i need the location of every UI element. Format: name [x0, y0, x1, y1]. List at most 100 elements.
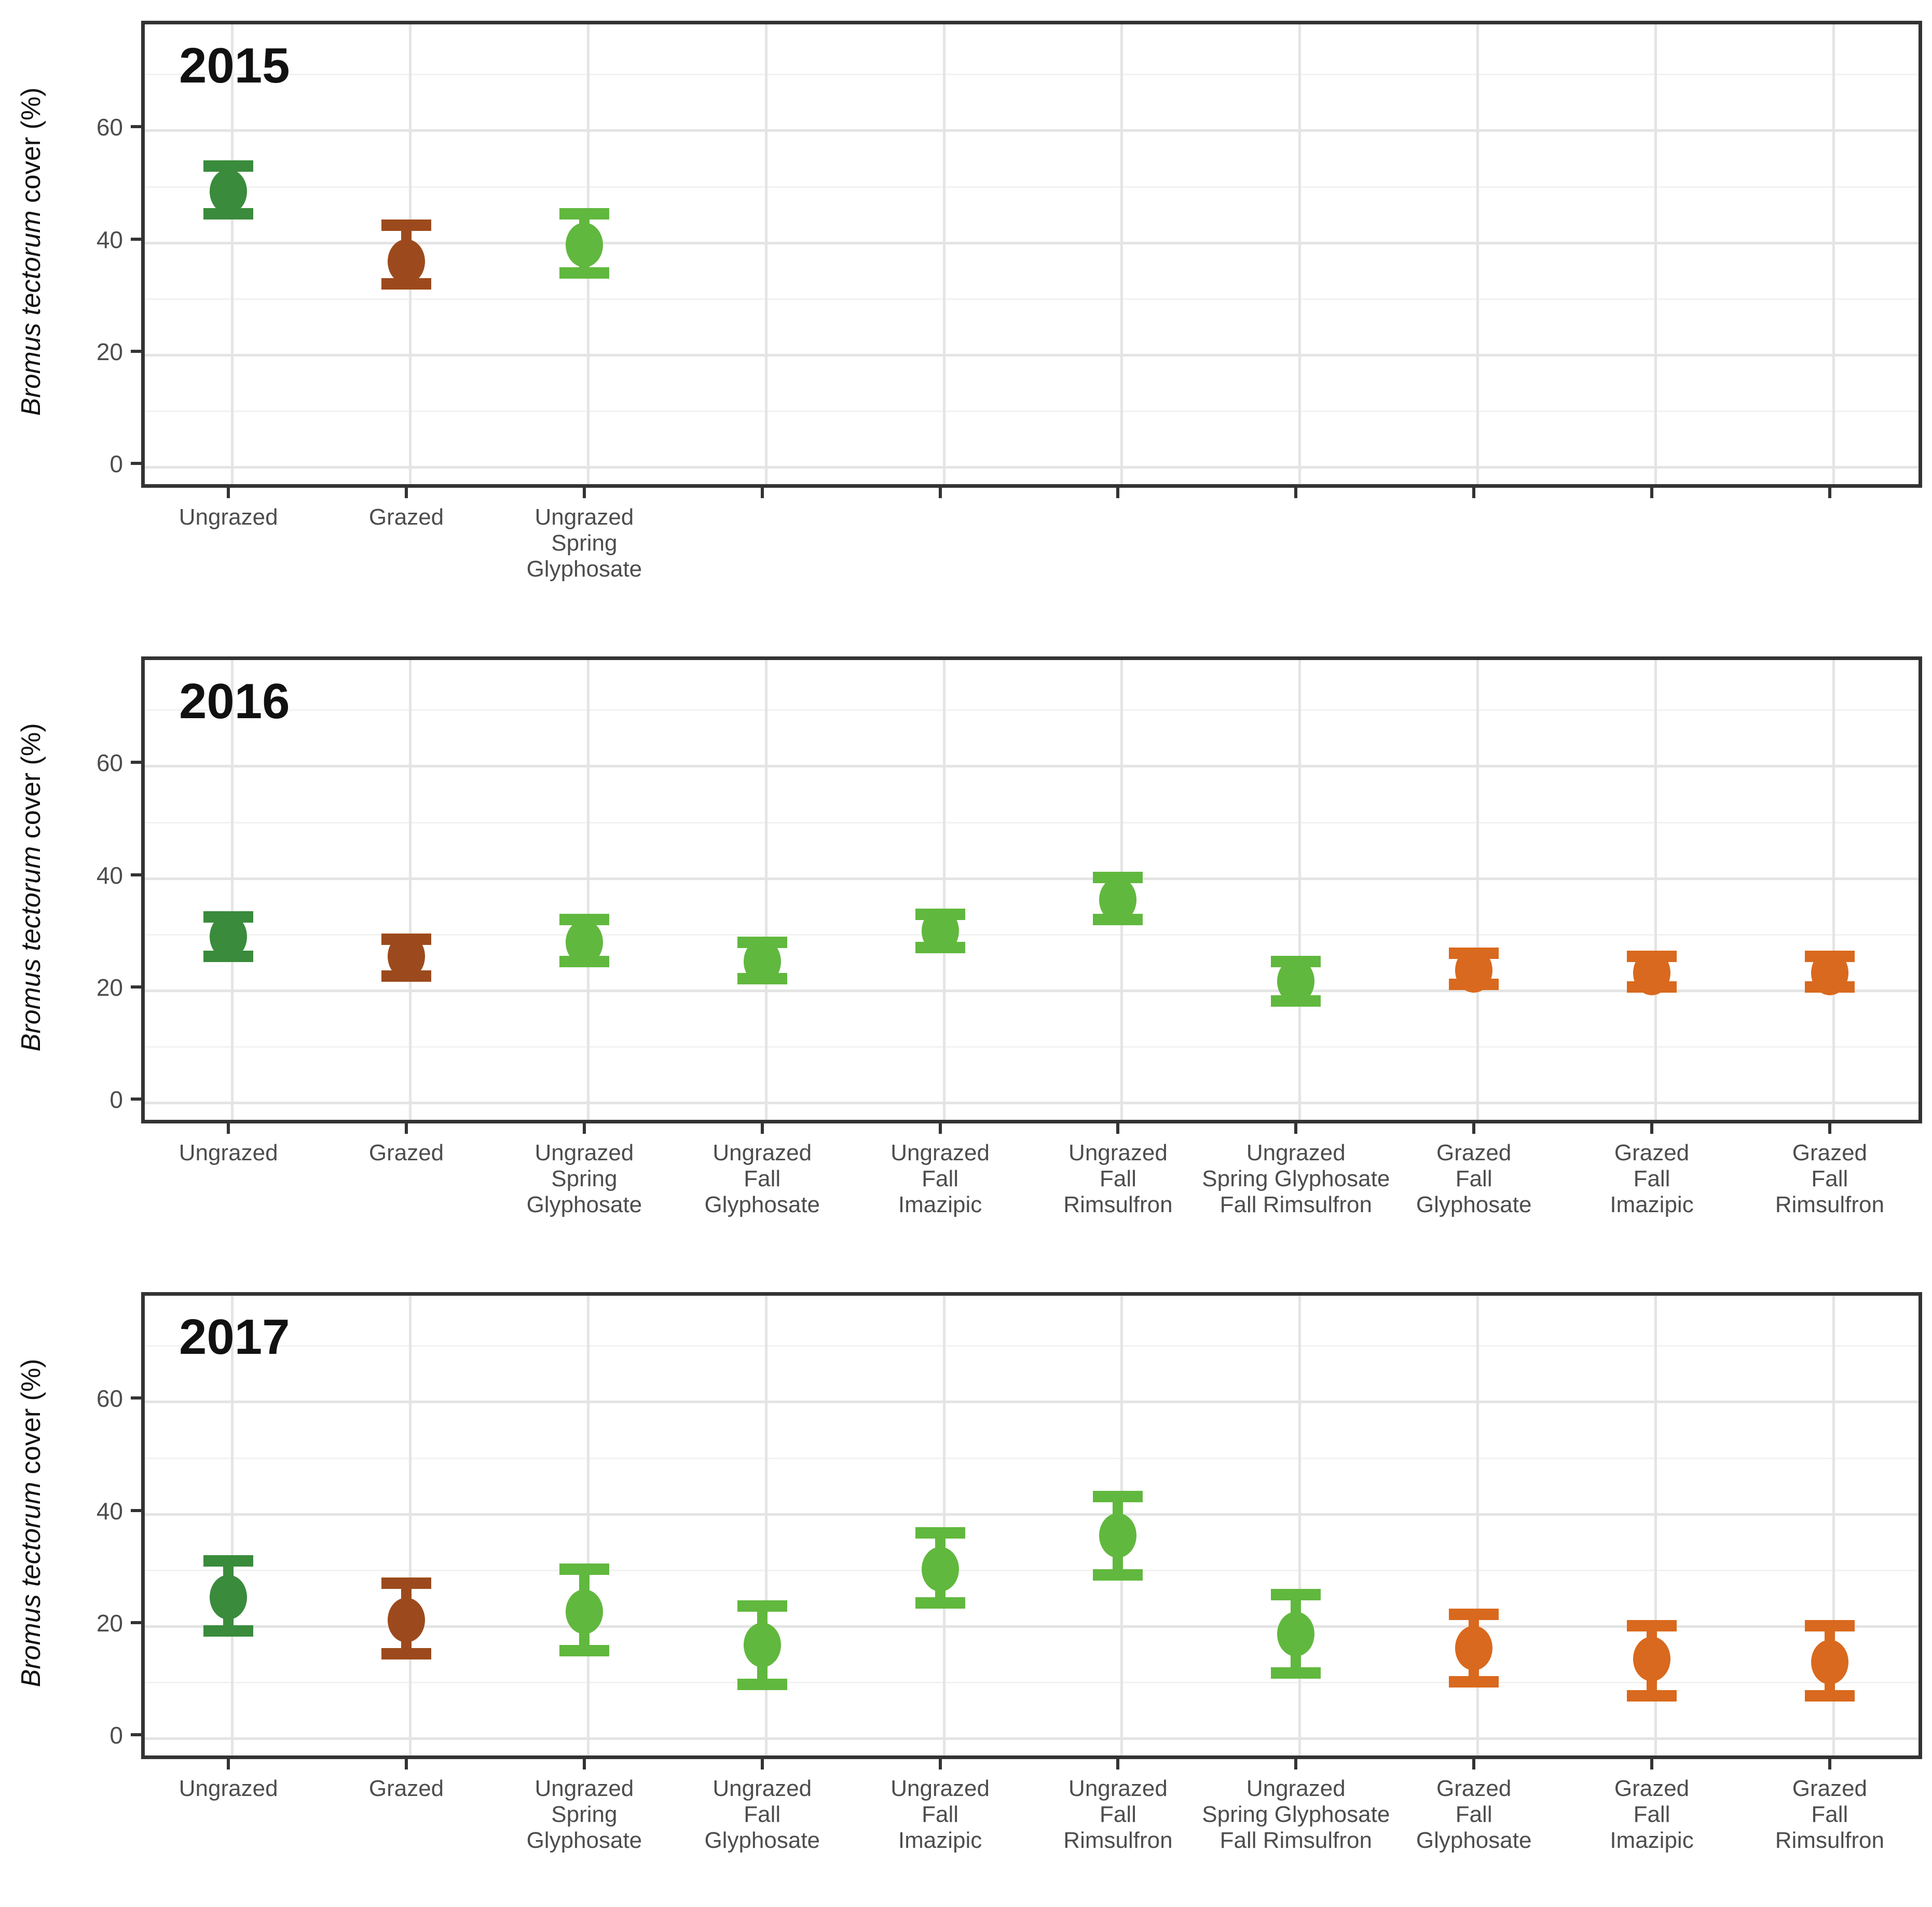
gridline-major-y60 — [145, 765, 1919, 768]
y-tick-label: 40 — [96, 226, 123, 253]
x-axis-tick — [405, 1759, 408, 1769]
gridline-major-y40 — [145, 241, 1919, 244]
x-tick-label: Grazed Fall Glyphosate — [1416, 1776, 1532, 1854]
y-axis-title: Bromus tectorum cover (%) — [16, 1315, 47, 1731]
x-tick-label: Ungrazed Fall Imazipic — [890, 1140, 990, 1218]
gridline-major-y60 — [145, 1401, 1919, 1404]
gridline-minor-y10 — [145, 1046, 1919, 1048]
point-estimate — [1811, 951, 1848, 996]
error-bar-cap-bottom — [1271, 1667, 1321, 1679]
error-bar-cap-bottom — [1627, 1690, 1677, 1702]
x-axis-tick — [1116, 1123, 1120, 1134]
x-axis-tick — [1650, 488, 1654, 498]
y-axis-title-rest: cover (%) — [16, 723, 46, 846]
gridline-x5 — [942, 24, 946, 484]
y-axis-tick — [131, 873, 141, 876]
error-bar-cap-top — [559, 1563, 609, 1575]
y-tick-label: 0 — [109, 1086, 123, 1114]
point-estimate — [210, 914, 248, 959]
y-axis-tick — [131, 462, 141, 465]
gridline-x2 — [409, 660, 412, 1120]
gridline-x1 — [231, 24, 234, 484]
gridline-minor-y50 — [145, 821, 1919, 824]
y-tick-label: 40 — [96, 861, 123, 889]
x-tick-label: Ungrazed Spring Glyphosate — [526, 1776, 642, 1854]
x-axis-tick — [938, 1123, 942, 1134]
panel-2016: 0 20 40 60 Ungrazed Grazed Ungrazed Spring Glyph… — [0, 636, 1932, 1271]
error-bar-cap-top — [381, 1577, 432, 1589]
point-estimate — [743, 1623, 781, 1668]
gridline-major-y0 — [145, 466, 1919, 469]
species-name-italic: Bromus tectorum — [16, 846, 46, 1052]
gridline-minor-y70 — [145, 1345, 1919, 1347]
point-estimate — [210, 169, 248, 214]
point-estimate — [1099, 877, 1137, 923]
point-estimate — [743, 939, 781, 984]
error-bar-cap-top — [559, 914, 609, 926]
gridline-major-y20 — [145, 990, 1919, 993]
x-axis-tick — [1116, 1759, 1120, 1769]
error-bar-cap-top — [1627, 1620, 1677, 1631]
gridline-minor-y30 — [145, 298, 1919, 300]
point-estimate — [565, 1589, 603, 1634]
x-axis-tick — [405, 488, 408, 498]
error-bar-cap-bottom — [381, 278, 432, 290]
gridline-x4 — [764, 660, 768, 1120]
error-bar-cap-top — [203, 1555, 254, 1567]
x-tick-label: Ungrazed Fall Rimsulfron — [1063, 1776, 1173, 1854]
x-tick-label: Ungrazed Fall Glyphosate — [704, 1140, 820, 1218]
error-bar-cap-top — [1093, 1490, 1143, 1502]
error-bar-cap-bottom — [737, 1679, 787, 1691]
x-tick-label: Grazed — [368, 1776, 444, 1801]
y-tick-label: 60 — [96, 114, 123, 141]
x-axis-tick — [1650, 1123, 1654, 1134]
y-axis-title: Bromus tectorum cover (%) — [16, 44, 47, 459]
x-axis-tick — [582, 1123, 586, 1134]
x-tick-label: Grazed — [368, 1140, 444, 1165]
error-bar-cap-bottom — [915, 1597, 965, 1609]
x-axis-tick — [1294, 1759, 1298, 1769]
plot-area — [141, 656, 1922, 1123]
x-tick-label: Ungrazed Spring Glyphosate — [526, 504, 642, 582]
y-axis-title-rest: cover (%) — [16, 87, 46, 211]
gridline-major-y40 — [145, 877, 1919, 880]
gridline-major-y0 — [145, 1737, 1919, 1740]
gridline-minor-y70 — [145, 709, 1919, 711]
y-tick-label: 60 — [96, 749, 123, 777]
gridline-x9 — [1654, 24, 1657, 484]
y-axis-tick — [131, 125, 141, 129]
point-estimate — [1277, 959, 1315, 1004]
error-bar-cap-bottom — [1804, 1690, 1855, 1702]
y-tick-label: 20 — [96, 974, 123, 1001]
y-axis-tick — [131, 1396, 141, 1400]
x-axis-tick — [1828, 1123, 1831, 1134]
gridline-major-y20 — [145, 1625, 1919, 1628]
gridline-x9 — [1654, 660, 1657, 1120]
x-axis-tick — [227, 488, 230, 498]
y-tick-label: 0 — [109, 1722, 123, 1749]
gridline-x8 — [1476, 660, 1479, 1120]
x-axis-tick — [227, 1759, 230, 1769]
y-tick-label: 60 — [96, 1385, 123, 1412]
gridline-x7 — [1298, 24, 1301, 484]
x-tick-label: Ungrazed Spring Glyphosate Fall Rimsulfron — [1202, 1776, 1390, 1854]
panel-2017: 0 20 40 60 Ungrazed Grazed Ungrazed Spring Glyph… — [0, 1271, 1932, 1907]
gridline-major-y40 — [145, 1513, 1919, 1516]
gridline-x7 — [1298, 1296, 1301, 1755]
gridline-minor-y30 — [145, 1569, 1919, 1571]
error-bar-cap-top — [915, 1527, 965, 1539]
plot-area — [141, 21, 1922, 488]
y-tick-label: 40 — [96, 1497, 123, 1525]
y-axis-tick — [131, 1733, 141, 1737]
x-tick-label: Grazed Fall Imazipic — [1610, 1776, 1694, 1854]
y-axis-tick — [131, 350, 141, 353]
point-estimate — [1455, 948, 1493, 993]
gridline-minor-y50 — [145, 1457, 1919, 1459]
point-estimate — [1099, 1513, 1137, 1558]
gridline-x10 — [1832, 660, 1835, 1120]
gridline-x4 — [764, 24, 768, 484]
error-bar-cap-bottom — [381, 1648, 432, 1659]
y-tick-label: 20 — [96, 1610, 123, 1637]
error-bar-cap-top — [1093, 872, 1143, 884]
